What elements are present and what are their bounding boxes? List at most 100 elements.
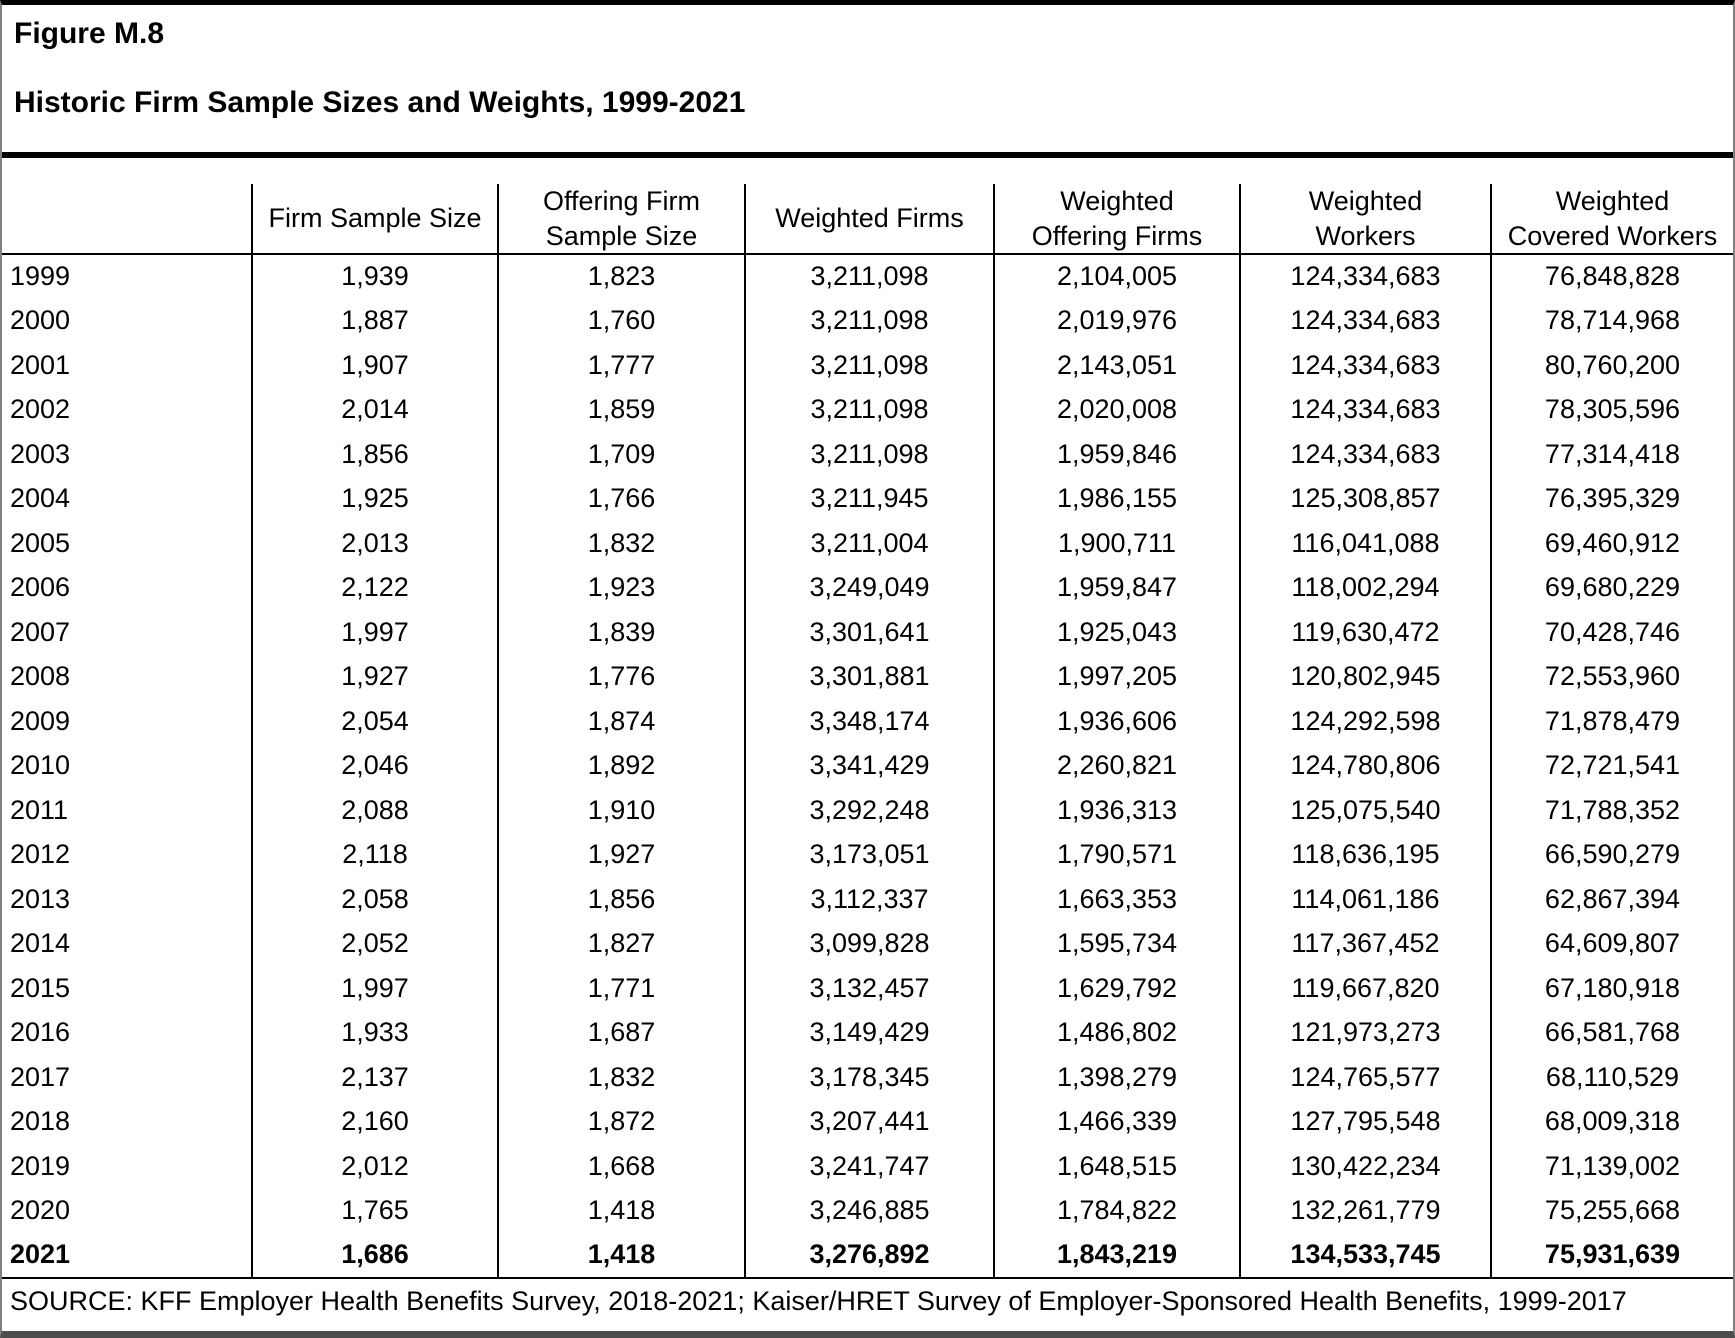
value-cell: 1,418	[497, 1188, 745, 1234]
value-cell: 3,211,098	[744, 298, 994, 344]
value-cell: 3,207,441	[744, 1099, 994, 1145]
column-header-weighted-covered-workers: Weighted Covered Workers	[1490, 184, 1733, 256]
year-cell: 2012	[10, 839, 71, 870]
table-row: 2019 2,012 1,668 3,241,747 1,648,515 130,422,…	[2, 1144, 1733, 1189]
year-cell: 2017	[10, 1061, 71, 1092]
title-block: Figure M.8 Historic Firm Sample Sizes an…	[2, 5, 1733, 158]
table-row: 2020 1,765 1,418 3,246,885 1,784,822 132,261,…	[2, 1188, 1733, 1234]
value-cell: 1,466,339	[993, 1099, 1240, 1145]
value-cell: 3,132,457	[744, 966, 994, 1011]
table-row: 2009 2,054 1,874 3,348,174 1,936,606 124,292,…	[2, 699, 1733, 744]
value-cell: 3,211,098	[744, 432, 994, 477]
value-cell: 1,686	[251, 1233, 498, 1279]
value-cell: 1,760	[497, 298, 745, 344]
year-cell: 2002	[10, 394, 71, 425]
source-row: SOURCE: KFF Employer Health Benefits Sur…	[2, 1278, 1733, 1324]
value-cell: 2,012	[251, 1144, 498, 1189]
value-cell: 121,973,273	[1239, 1010, 1491, 1056]
value-cell: 2,019,976	[993, 298, 1240, 344]
table-row: 2003 1,856 1,709 3,211,098 1,959,846 124,334,…	[2, 432, 1733, 477]
value-cell: 1,874	[497, 699, 745, 744]
value-cell: 130,422,234	[1239, 1144, 1491, 1189]
value-cell: 1,765	[251, 1188, 498, 1234]
value-cell: 1,663,353	[993, 877, 1240, 922]
year-cell: 2019	[10, 1150, 71, 1181]
value-cell: 75,255,668	[1490, 1188, 1733, 1234]
value-cell: 114,061,186	[1239, 877, 1491, 922]
year-cell: 2020	[10, 1195, 71, 1226]
year-cell: 2011	[10, 794, 69, 825]
value-cell: 66,590,279	[1490, 832, 1733, 878]
value-cell: 1,900,711	[993, 521, 1240, 566]
value-cell: 1,832	[497, 521, 745, 566]
table-row: 2017 2,137 1,832 3,178,345 1,398,279 124,765,…	[2, 1055, 1733, 1100]
value-cell: 1,486,802	[993, 1010, 1240, 1056]
value-cell: 124,334,683	[1239, 387, 1491, 433]
value-cell: 2,137	[251, 1055, 498, 1100]
value-cell: 2,014	[251, 387, 498, 433]
table-body: 1999 1,939 1,823 3,211,098 2,104,005 124,334,…	[2, 254, 1733, 1279]
value-cell: 1,959,847	[993, 565, 1240, 611]
value-cell: 70,428,746	[1490, 610, 1733, 655]
value-cell: 3,301,881	[744, 654, 994, 700]
table-row: 2012 2,118 1,927 3,173,051 1,790,571 118,636,…	[2, 832, 1733, 878]
table-row: 2010 2,046 1,892 3,341,429 2,260,821 124,780,…	[2, 743, 1733, 789]
value-cell: 64,609,807	[1490, 921, 1733, 967]
value-cell: 2,046	[251, 743, 498, 789]
value-cell: 2,122	[251, 565, 498, 611]
table-row: 2004 1,925 1,766 3,211,945 1,986,155 125,308,…	[2, 476, 1733, 522]
value-cell: 1,823	[497, 254, 745, 299]
value-cell: 1,595,734	[993, 921, 1240, 967]
value-cell: 1,859	[497, 387, 745, 433]
year-cell: 2004	[10, 483, 71, 514]
value-cell: 1,839	[497, 610, 745, 655]
value-cell: 125,075,540	[1239, 788, 1491, 833]
value-cell: 3,348,174	[744, 699, 994, 744]
value-cell: 3,341,429	[744, 743, 994, 789]
column-header-weighted-firms: Weighted Firms	[744, 184, 994, 256]
value-cell: 3,241,747	[744, 1144, 994, 1189]
table-row: 2015 1,997 1,771 3,132,457 1,629,792 119,667,…	[2, 966, 1733, 1011]
value-cell: 1,776	[497, 654, 745, 700]
value-cell: 72,721,541	[1490, 743, 1733, 789]
value-cell: 1,832	[497, 1055, 745, 1100]
value-cell: 1,907	[251, 343, 498, 388]
value-cell: 118,002,294	[1239, 565, 1491, 611]
table-row: 1999 1,939 1,823 3,211,098 2,104,005 124,334,…	[2, 254, 1733, 299]
column-header-weighted-offering-firms: Weighted Offering Firms	[993, 184, 1240, 256]
header-row: Firm Sample Size Offering Firm Sample Si…	[2, 184, 1733, 256]
value-cell: 1,927	[497, 832, 745, 878]
value-cell: 2,118	[251, 832, 498, 878]
value-cell: 118,636,195	[1239, 832, 1491, 878]
value-cell: 1,986,155	[993, 476, 1240, 522]
value-cell: 1,933	[251, 1010, 498, 1056]
value-cell: 1,997,205	[993, 654, 1240, 700]
value-cell: 116,041,088	[1239, 521, 1491, 566]
value-cell: 120,802,945	[1239, 654, 1491, 700]
value-cell: 1,887	[251, 298, 498, 344]
value-cell: 1,856	[251, 432, 498, 477]
value-cell: 124,334,683	[1239, 298, 1491, 344]
value-cell: 1,997	[251, 610, 498, 655]
value-cell: 2,260,821	[993, 743, 1240, 789]
value-cell: 76,395,329	[1490, 476, 1733, 522]
table-row: 2013 2,058 1,856 3,112,337 1,663,353 114,061,…	[2, 877, 1733, 922]
value-cell: 3,099,828	[744, 921, 994, 967]
value-cell: 2,160	[251, 1099, 498, 1145]
header-spacer-row	[2, 158, 1733, 184]
value-cell: 1,668	[497, 1144, 745, 1189]
column-header-offering-firm-sample-size: Offering Firm Sample Size	[497, 184, 745, 256]
year-cell: 2003	[10, 438, 71, 469]
value-cell: 2,143,051	[993, 343, 1240, 388]
year-cell: 2008	[10, 661, 71, 692]
value-cell: 71,139,002	[1490, 1144, 1733, 1189]
year-cell: 2007	[10, 616, 71, 647]
value-cell: 75,931,639	[1490, 1233, 1733, 1279]
year-cell: 2010	[10, 750, 71, 781]
value-cell: 3,276,892	[744, 1233, 994, 1279]
value-cell: 1,790,571	[993, 832, 1240, 878]
value-cell: 69,460,912	[1490, 521, 1733, 566]
year-cell: 2001	[10, 349, 71, 380]
value-cell: 2,058	[251, 877, 498, 922]
figure-label: Figure M.8	[14, 17, 165, 50]
